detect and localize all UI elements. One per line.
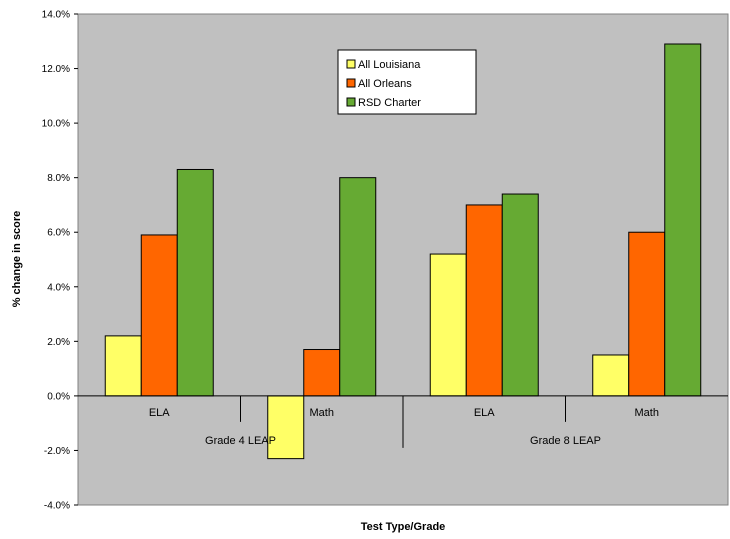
y-tick-label: 0.0% xyxy=(47,391,70,402)
legend-swatch xyxy=(346,97,356,107)
bar xyxy=(303,349,341,397)
bar xyxy=(465,204,503,397)
bar xyxy=(176,168,214,397)
x-axis-title: Test Type/Grade xyxy=(361,521,446,533)
legend: All Louisiana All Orleans RSD Charter xyxy=(337,49,477,115)
legend-label: All Orleans xyxy=(358,78,412,90)
y-tick-label: 4.0% xyxy=(47,282,70,293)
bar xyxy=(339,177,377,397)
bar xyxy=(628,231,666,397)
bar xyxy=(104,335,142,397)
x-category-label: ELA xyxy=(474,407,495,419)
bar xyxy=(592,354,630,397)
legend-swatch xyxy=(346,59,356,69)
x-category-label: Math xyxy=(310,407,334,419)
bar xyxy=(664,43,702,397)
legend-swatch xyxy=(346,78,356,88)
y-tick-label: 12.0% xyxy=(42,64,70,75)
y-axis-title: % change in score xyxy=(11,211,23,308)
legend-box xyxy=(337,49,477,115)
x-group-label: Grade 8 LEAP xyxy=(530,435,601,447)
x-category-label: Math xyxy=(635,407,659,419)
x-group-label: Grade 4 LEAP xyxy=(205,435,276,447)
y-tick-label: -2.0% xyxy=(44,446,70,457)
y-tick-label: 10.0% xyxy=(42,119,70,130)
y-tick-label: 6.0% xyxy=(47,228,70,239)
y-tick-label: 14.0% xyxy=(42,10,70,21)
bar xyxy=(429,253,467,397)
legend-label: RSD Charter xyxy=(358,97,421,109)
bar xyxy=(267,395,305,460)
legend-label: All Louisiana xyxy=(358,59,421,71)
y-tick-label: 8.0% xyxy=(47,173,70,184)
bar xyxy=(140,234,178,397)
x-category-label: ELA xyxy=(149,407,170,419)
y-tick-label: -4.0% xyxy=(44,501,70,512)
bar xyxy=(501,193,539,397)
y-tick-label: 2.0% xyxy=(47,337,70,348)
